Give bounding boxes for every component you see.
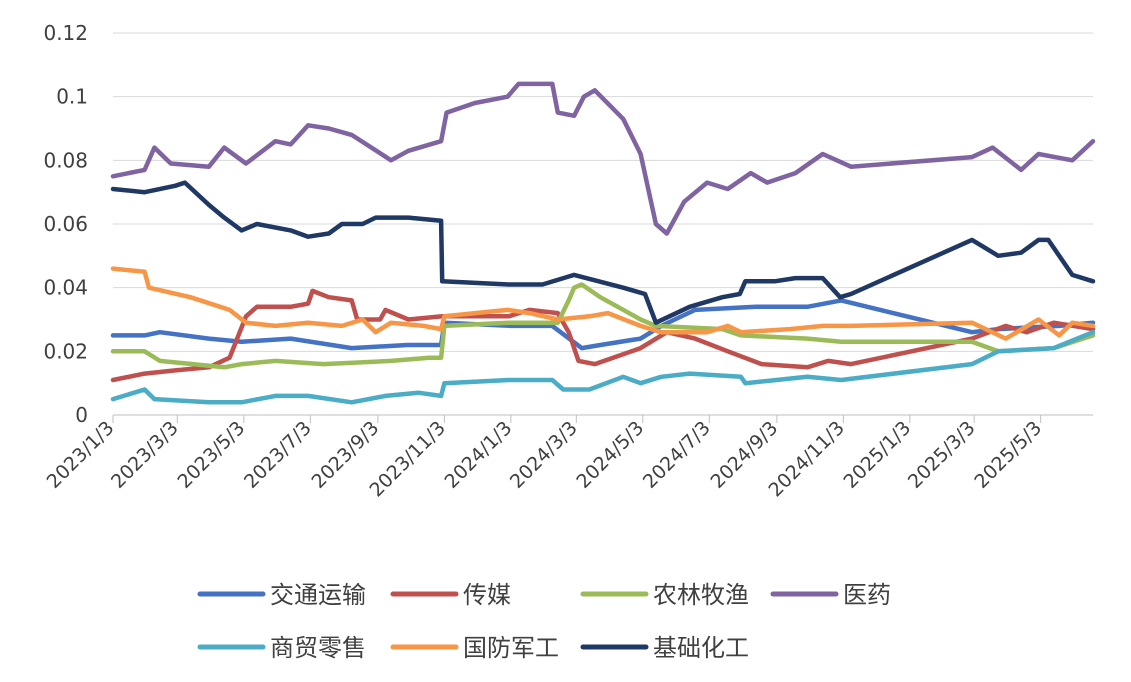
legend-label: 传媒 [463, 581, 511, 609]
series-lines [110, 81, 1096, 405]
y-tick-label: 0.06 [43, 212, 88, 236]
legend-item: 基础化工 [580, 634, 749, 662]
x-tick-label: 2024/7/3 [639, 417, 715, 493]
y-tick-label: 0.12 [43, 21, 88, 45]
legend-label: 医药 [843, 581, 891, 609]
y-tick-label: 0 [75, 403, 88, 427]
x-tick-label: 2025/1/3 [839, 417, 915, 493]
x-tick-label: 2023/5/3 [173, 417, 249, 493]
legend-label: 交通运输 [270, 581, 366, 609]
legend-item: 国防军工 [390, 634, 559, 662]
y-tick-label: 0.02 [43, 339, 88, 363]
legend-label: 基础化工 [653, 634, 749, 662]
x-tick-label: 2024/3/3 [506, 417, 582, 493]
legend-item: 医药 [770, 581, 891, 609]
series-line-6 [110, 266, 1096, 341]
y-tick-label: 0.1 [56, 85, 88, 109]
series-line-3 [110, 282, 1096, 370]
series-line-4 [110, 81, 1096, 236]
legend-item: 交通运输 [197, 581, 366, 609]
axes: 0 0.02 0.04 0.06 0.08 0.1 0.12 2023/1/32023/3/3… [43, 21, 1047, 501]
legend-label: 国防军工 [463, 634, 559, 662]
legend-item: 商贸零售 [197, 634, 366, 662]
x-tick-label: 2023/7/3 [240, 417, 316, 493]
x-tick-label: 2025/3/3 [904, 417, 980, 493]
legend-label: 农林牧渔 [653, 581, 749, 609]
legend-item: 农林牧渔 [580, 581, 749, 609]
x-tick-label: 2023/3/3 [107, 417, 183, 493]
x-tick-label: 2024/1/3 [441, 417, 517, 493]
y-tick-label: 0.04 [43, 276, 88, 300]
series-line-5 [110, 329, 1096, 405]
legend-item: 传媒 [390, 581, 511, 609]
legend-label: 商贸零售 [270, 634, 366, 662]
x-tick-label: 2024/5/3 [572, 417, 648, 493]
y-tick-label: 0.08 [43, 148, 88, 172]
x-tick-label: 2023/1/3 [43, 417, 119, 493]
x-tick-label: 2025/5/3 [970, 417, 1046, 493]
series-line-7 [110, 180, 1096, 325]
